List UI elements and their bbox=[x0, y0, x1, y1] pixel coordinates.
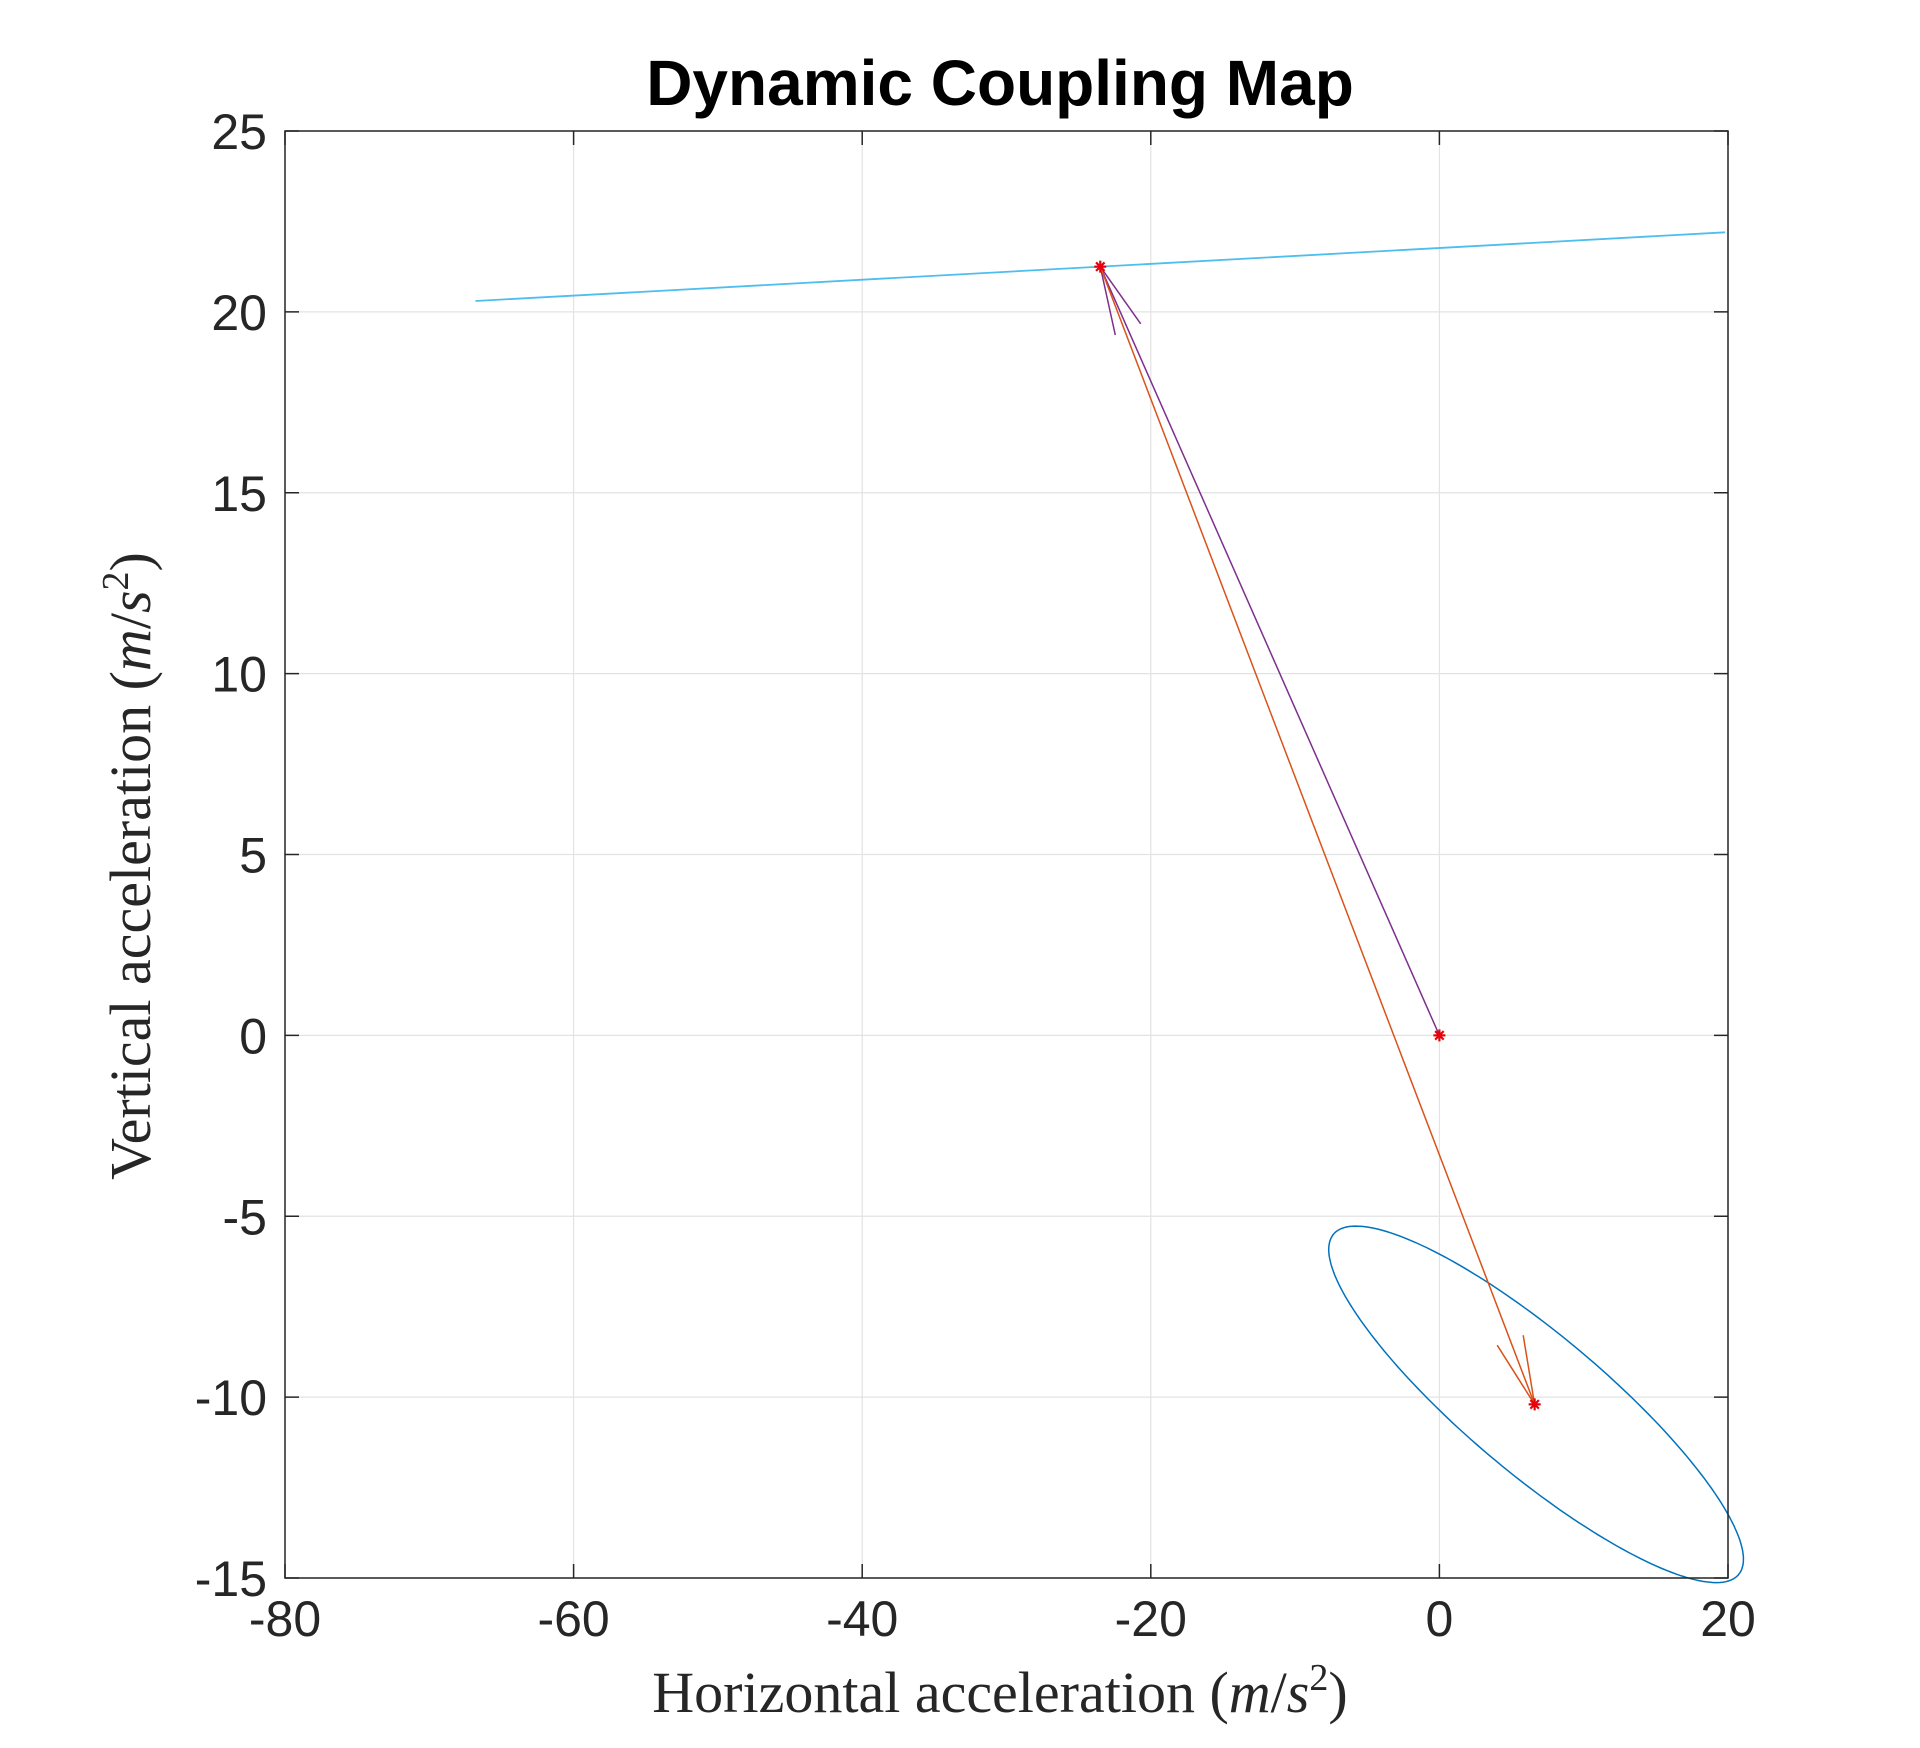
arrow-shaft bbox=[1099, 266, 1536, 1405]
x-tick-label: 0 bbox=[1425, 1591, 1453, 1647]
arrow-head bbox=[1099, 266, 1142, 336]
asterisk-marker bbox=[1094, 260, 1107, 273]
x-tick-label: -40 bbox=[826, 1591, 898, 1647]
grid bbox=[284, 130, 1729, 1579]
y-tick-label: 10 bbox=[211, 647, 267, 703]
y-tick-label: 25 bbox=[211, 104, 267, 160]
y-tick-label: 0 bbox=[239, 1008, 267, 1064]
x-tick-labels: -80 -60 -40 -20 0 20 bbox=[249, 1591, 1756, 1647]
y-tick-label: 5 bbox=[239, 828, 267, 884]
x-tick-label: 20 bbox=[1700, 1591, 1756, 1647]
y-tick-label: 15 bbox=[211, 466, 267, 522]
chart-title: Dynamic Coupling Map bbox=[646, 47, 1354, 119]
plot-arrows bbox=[1099, 266, 1536, 1405]
plot-curves bbox=[475, 231, 1745, 1584]
coupling-ellipse-curve bbox=[1327, 1225, 1745, 1584]
axis-ticks bbox=[284, 130, 1729, 1579]
y-tick-labels: 25 20 15 10 5 0 -5 -10 -15 bbox=[195, 104, 267, 1607]
arrow-head bbox=[1496, 1335, 1536, 1405]
y-tick-label: -15 bbox=[195, 1551, 267, 1607]
x-tick-label: -80 bbox=[249, 1591, 321, 1647]
x-axis-label: Horizontal acceleration (m/s2) bbox=[652, 1657, 1347, 1725]
asterisk-marker bbox=[1528, 1398, 1541, 1411]
plot-markers bbox=[1094, 260, 1541, 1411]
y-axis-label: Vertical acceleration (m/s2) bbox=[95, 552, 163, 1180]
y-tick-label: -10 bbox=[195, 1370, 267, 1426]
x-tick-label: -20 bbox=[1115, 1591, 1187, 1647]
y-tick-label: -5 bbox=[223, 1189, 267, 1245]
y-tick-label: 20 bbox=[211, 285, 267, 341]
asterisk-marker bbox=[1433, 1029, 1446, 1042]
x-tick-label: -60 bbox=[537, 1591, 609, 1647]
arrow-shaft bbox=[1099, 266, 1441, 1036]
